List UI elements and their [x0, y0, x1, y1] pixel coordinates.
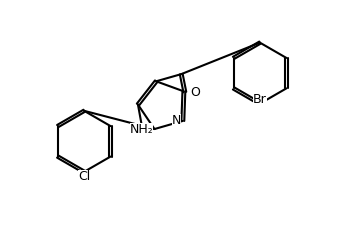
- Text: N: N: [143, 122, 153, 135]
- Text: Cl: Cl: [78, 170, 90, 183]
- Text: N: N: [172, 114, 181, 127]
- Text: Br: Br: [253, 93, 267, 106]
- Text: O: O: [190, 86, 200, 99]
- Text: NH₂: NH₂: [130, 123, 153, 136]
